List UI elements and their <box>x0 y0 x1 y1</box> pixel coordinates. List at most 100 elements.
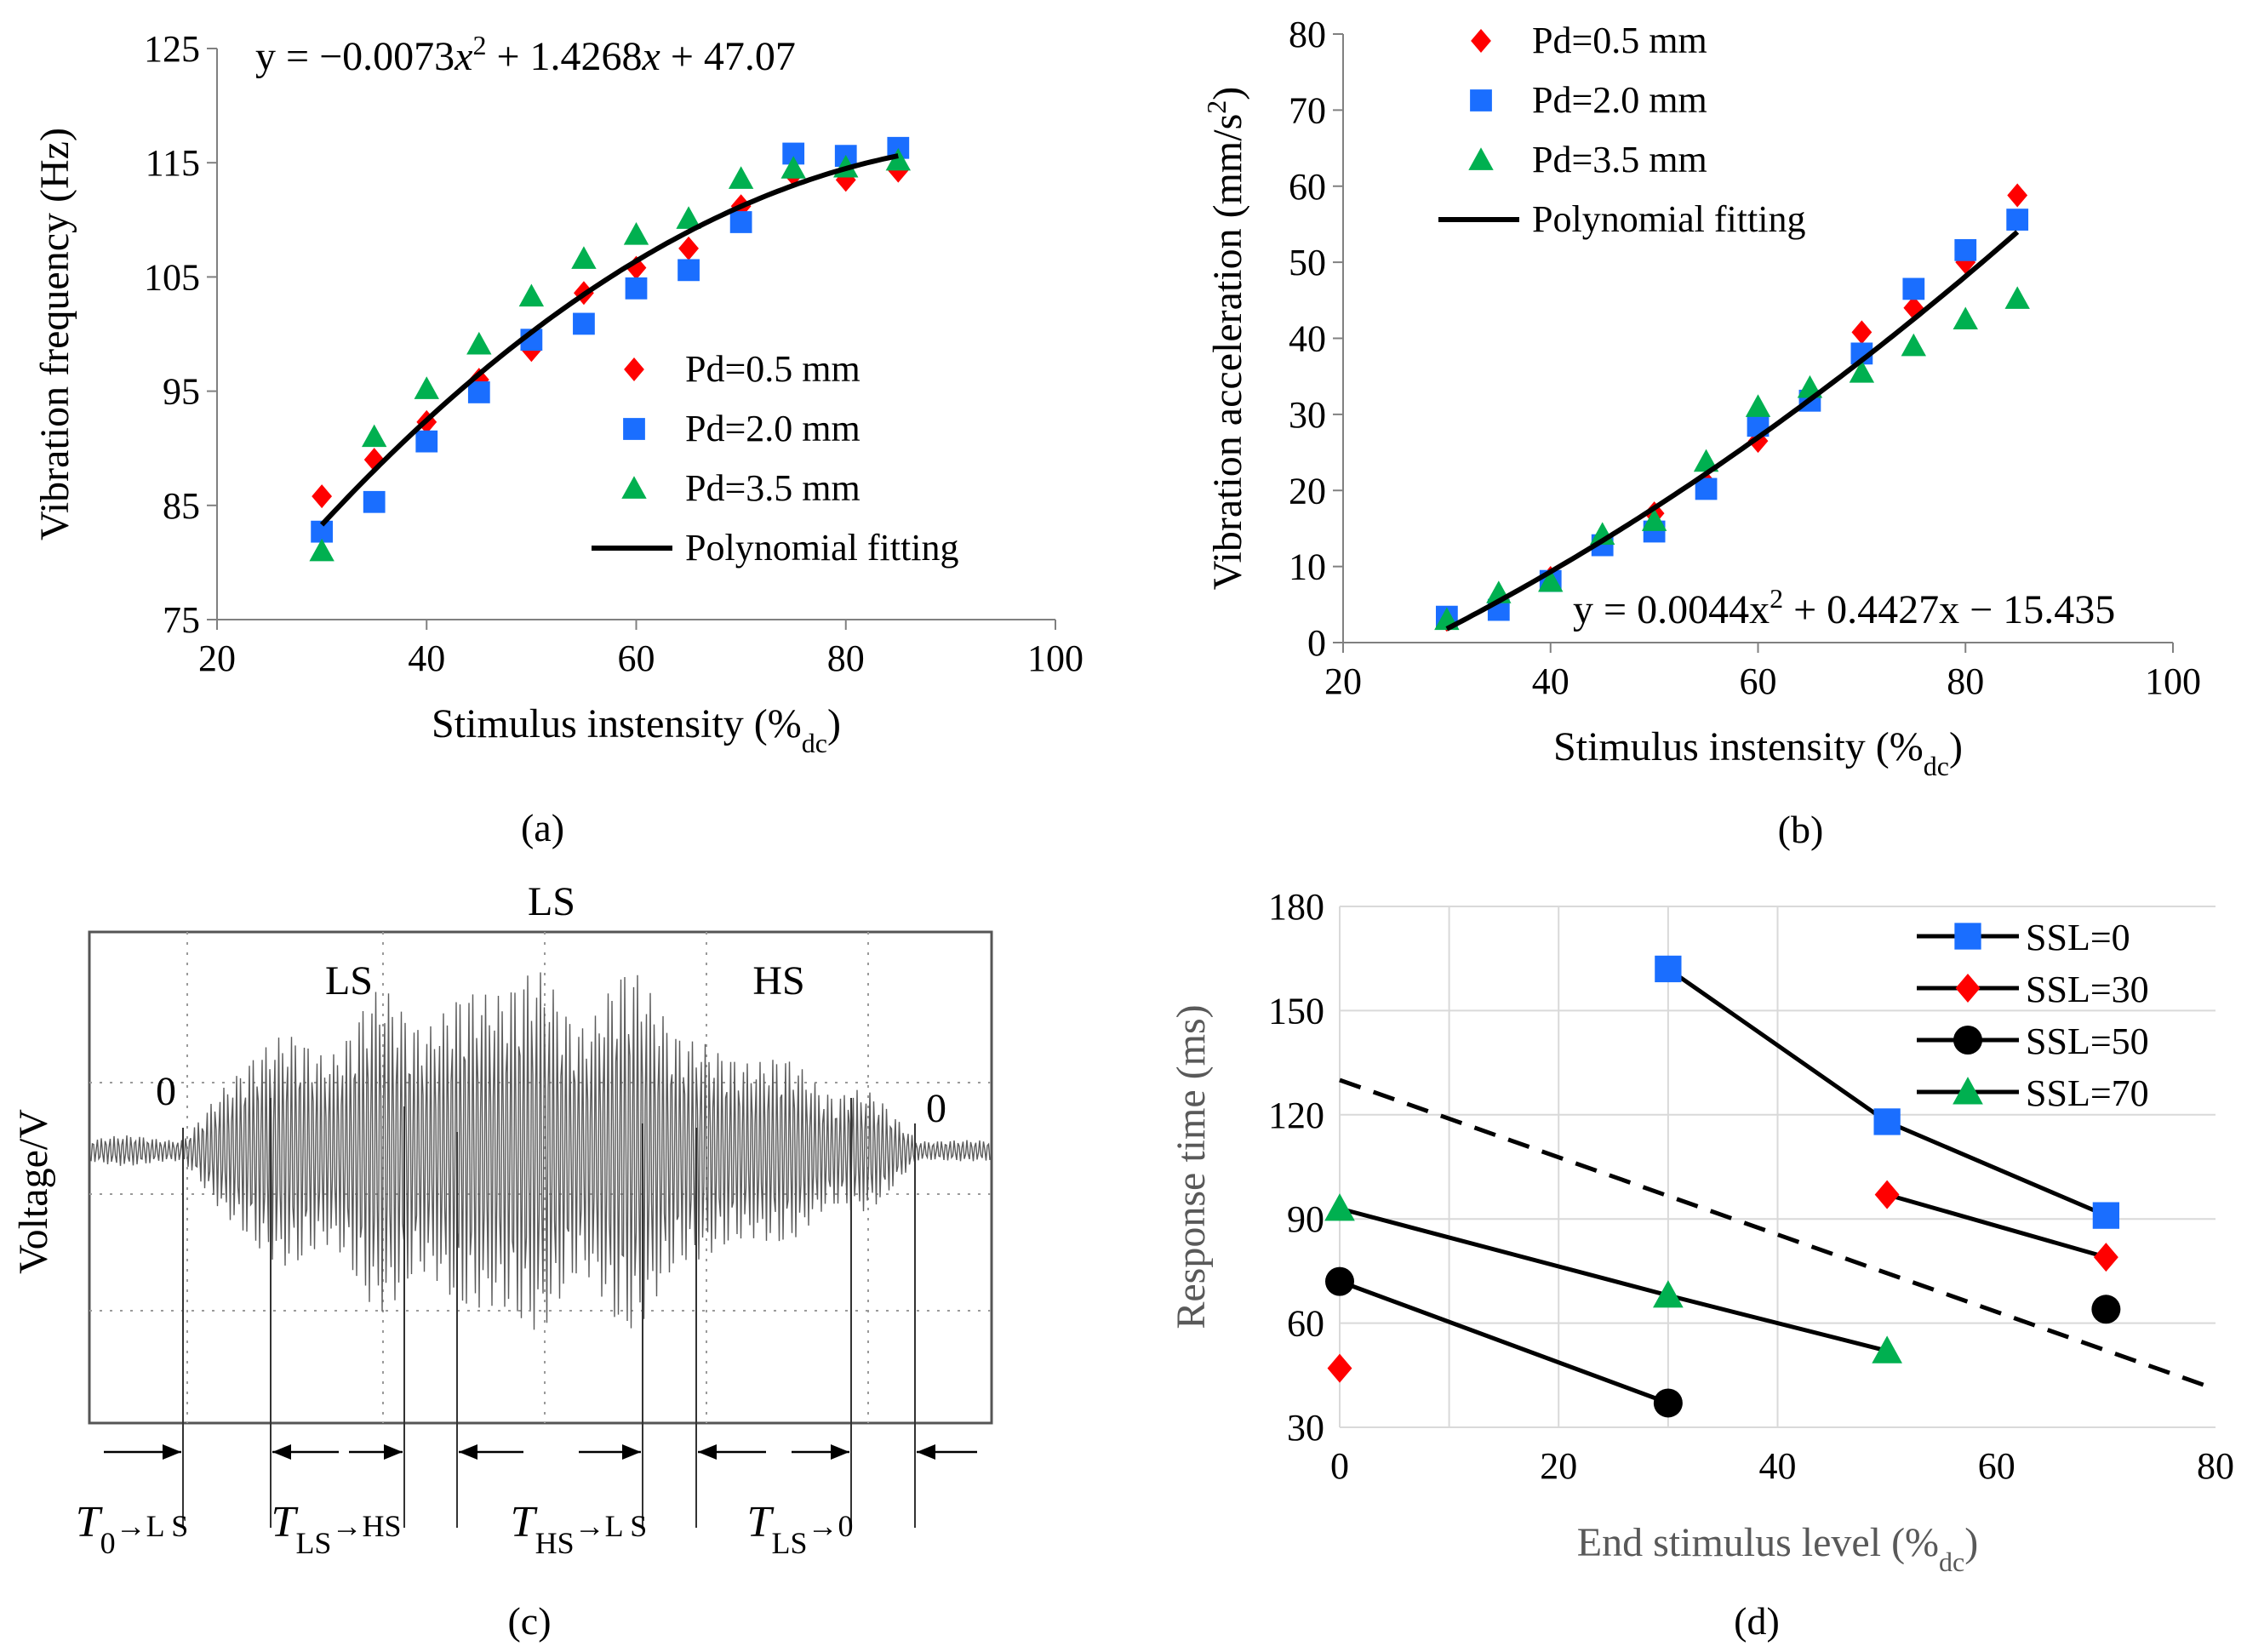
x-tick-label: 80 <box>1947 660 1984 702</box>
transition-arrow-head <box>831 1444 849 1460</box>
series-3 <box>1324 1193 1902 1363</box>
transition-arrow-head <box>917 1444 935 1460</box>
data-point <box>728 166 754 189</box>
data-point <box>1538 569 1564 592</box>
transition-arrow-glyph: → <box>575 1509 605 1543</box>
equation-sup: 2 <box>1770 583 1783 614</box>
legend-label: Polynomial fitting <box>685 527 958 569</box>
data-point <box>1325 1266 1354 1296</box>
x-tick-label: 100 <box>2145 660 2201 702</box>
equation-var: x <box>454 34 472 79</box>
data-point <box>1873 1108 1901 1135</box>
data-point <box>1901 333 1927 357</box>
series-2 <box>309 147 912 562</box>
x-axis-label-sub: dc <box>802 728 827 758</box>
series-2 <box>1325 1266 2121 1418</box>
legend-label: Pd=0.5 mm <box>685 348 860 390</box>
y-axis-label: Vibration acceleration (mm/s2) <box>1201 87 1250 591</box>
series-1 <box>1435 209 2029 628</box>
legend-marker <box>1953 1077 1983 1105</box>
x-tick-label: 20 <box>1540 1445 1577 1487</box>
data-point <box>466 331 492 355</box>
y-tick-label: 40 <box>1289 318 1326 360</box>
data-point <box>678 259 700 282</box>
transition-from: 0 <box>100 1526 116 1560</box>
y-tick-label: 125 <box>144 28 200 70</box>
data-point <box>415 430 438 453</box>
waveform-title: LS <box>528 879 575 924</box>
data-point <box>363 448 385 472</box>
series-2 <box>1434 286 2030 631</box>
legend-label: SSL=50 <box>2026 1020 2149 1062</box>
transition-from: LS <box>295 1526 331 1560</box>
transition-to: 0 <box>838 1509 853 1543</box>
data-point <box>2004 286 2030 309</box>
y-axis-label-sup: 2 <box>1201 100 1232 114</box>
series-1 <box>1327 1180 2118 1383</box>
y-tick-label: 60 <box>1289 166 1326 208</box>
y-tick-label: 85 <box>163 485 200 527</box>
legend-label: Pd=3.5 mm <box>685 467 860 509</box>
legend: Pd=0.5 mm Pd=2.0 mm Pd=3.5 mm Polynomial fi… <box>1438 20 1805 240</box>
legend-label: Pd=2.0 mm <box>685 408 860 449</box>
x-tick-label: 60 <box>1978 1445 2015 1487</box>
legend-marker <box>1955 974 1981 1003</box>
legend: SSL=0 SSL=30 SSL=50 SSL=70 <box>1917 917 2149 1114</box>
y-tick-label: 30 <box>1287 1407 1324 1449</box>
data-point <box>1849 360 1875 383</box>
dashed-reference-line <box>1339 1078 2216 1392</box>
y-tick-label: 150 <box>1268 990 1324 1032</box>
legend-label: Pd=2.0 mm <box>1532 79 1707 121</box>
y-tick-label: 105 <box>144 256 200 298</box>
data-point <box>1872 1335 1902 1363</box>
y-tick-label: 50 <box>1289 242 1326 283</box>
equation-var: x <box>642 34 660 79</box>
transition-from: LS <box>771 1526 807 1560</box>
x-axis-label: End stimulus level (%dc) <box>1577 1520 1978 1577</box>
y-tick-label: 10 <box>1289 546 1326 588</box>
transition-from: HS <box>535 1526 575 1560</box>
data-point <box>1693 449 1719 472</box>
segment-label: 0 <box>156 1069 176 1114</box>
transition-to: L S <box>605 1509 648 1543</box>
segment-label: 0 <box>926 1086 946 1131</box>
transition-to: L S <box>146 1509 189 1543</box>
data-point <box>571 246 597 269</box>
caption: (d) <box>1734 1599 1780 1643</box>
transition-label: TLS→0 <box>747 1498 854 1560</box>
data-point <box>1324 1193 1355 1221</box>
data-point <box>1851 320 1873 345</box>
x-tick-label: 20 <box>1324 660 1362 702</box>
x-tick-label: 40 <box>408 637 445 679</box>
legend-marker <box>1470 89 1492 111</box>
transition-arrow-head <box>384 1444 403 1460</box>
equation-part: + 47.07 <box>660 34 796 79</box>
data-point <box>1327 1353 1352 1383</box>
x-axis-label-text: Stimulus instensity (% <box>432 701 802 746</box>
series-0 <box>1436 183 2028 632</box>
data-point <box>2007 183 2028 208</box>
data-point <box>467 381 490 403</box>
panel-d-chart: 30 60 90 120 150 180 0 20 40 60 80 SSL=0 SSL=30 SSL=5… <box>1169 886 2234 1643</box>
legend-marker <box>624 357 644 381</box>
data-point <box>1745 394 1771 417</box>
segment-label: LS <box>325 958 373 1003</box>
x-axis-label-text: End stimulus level (% <box>1577 1520 1939 1565</box>
transition-label: T0→L S <box>76 1498 189 1560</box>
data-point <box>1653 1388 1683 1418</box>
transition-T: T <box>272 1498 299 1546</box>
series-line <box>1339 1279 1669 1405</box>
y-tick-label: 90 <box>1287 1198 1324 1240</box>
data-point <box>518 283 545 307</box>
equation-sup: 2 <box>472 30 486 60</box>
transition-T: T <box>747 1498 775 1546</box>
legend-marker <box>623 418 645 440</box>
legend-marker <box>1468 147 1494 170</box>
y-axis-label-end: ) <box>1205 87 1250 100</box>
x-tick-label: 60 <box>1740 660 1777 702</box>
legend-label: SSL=0 <box>2026 917 2130 958</box>
caption: (a) <box>521 806 564 849</box>
y-axis-label: Voltage/V <box>11 1109 56 1274</box>
